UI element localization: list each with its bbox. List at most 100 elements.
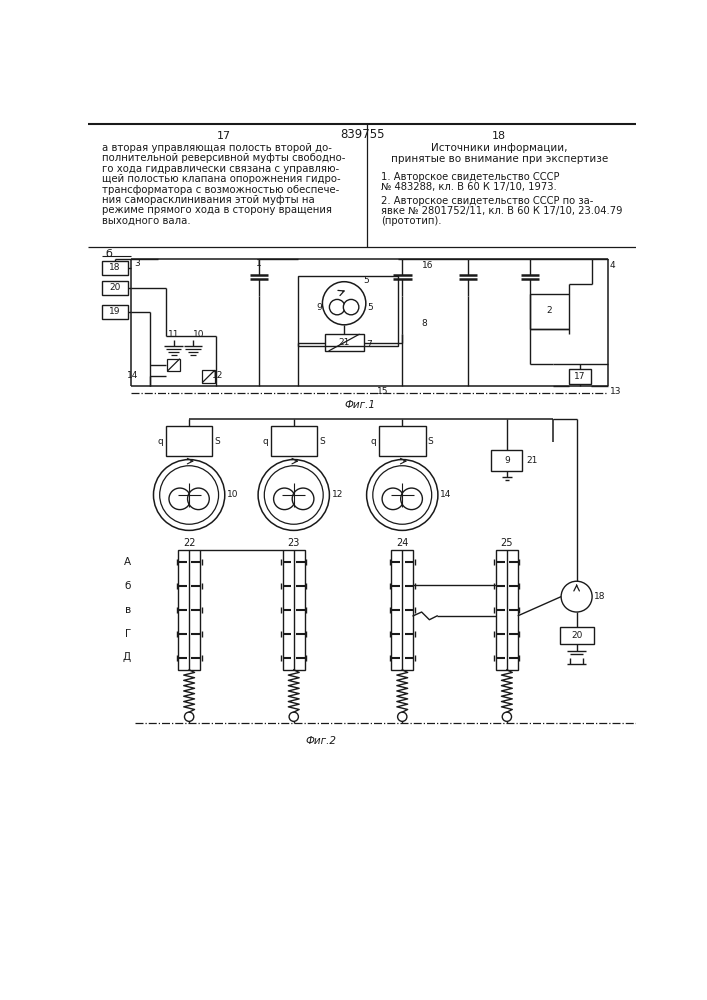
Text: 24: 24 [396, 538, 409, 548]
Text: б: б [124, 581, 131, 591]
Text: а вторая управляющая полость второй до-: а вторая управляющая полость второй до- [103, 143, 332, 153]
Text: 21: 21 [526, 456, 537, 465]
Bar [168, 359, 180, 371]
Text: 21: 21 [339, 338, 350, 347]
Text: явке № 2801752/11, кл. В 60 К 17/10, 23.04.79: явке № 2801752/11, кл. В 60 К 17/10, 23.… [381, 206, 623, 216]
Circle shape [258, 460, 329, 530]
Bar [202, 370, 215, 383]
Text: 13: 13 [610, 387, 621, 396]
Text: 20: 20 [571, 631, 583, 640]
Text: q: q [371, 437, 377, 446]
Text: режиме прямого хода в сторону вращения: режиме прямого хода в сторону вращения [103, 205, 332, 215]
Text: 17: 17 [217, 131, 231, 141]
Text: 15: 15 [377, 387, 389, 396]
Text: 11: 11 [168, 330, 180, 339]
Bar [271, 426, 317, 456]
Circle shape [502, 712, 512, 721]
Bar [166, 426, 212, 456]
Text: 3: 3 [134, 259, 140, 268]
Bar [103, 281, 128, 295]
Circle shape [382, 488, 404, 510]
Text: 4: 4 [610, 261, 616, 270]
Text: S: S [428, 437, 433, 446]
Bar [298, 276, 398, 346]
Circle shape [401, 488, 422, 510]
Text: 19: 19 [109, 307, 120, 316]
Bar [283, 550, 305, 670]
Bar [392, 550, 413, 670]
Bar [491, 450, 522, 471]
Text: Д: Д [123, 652, 131, 662]
Circle shape [289, 712, 298, 721]
Text: 12: 12 [212, 371, 223, 380]
Text: 1. Авторское свидетельство СССР: 1. Авторское свидетельство СССР [381, 172, 560, 182]
Text: 16: 16 [421, 261, 433, 270]
Text: 18: 18 [594, 592, 605, 601]
Circle shape [274, 488, 296, 510]
Text: щей полостью клапана опорожнения гидро-: щей полостью клапана опорожнения гидро- [103, 174, 341, 184]
Bar [178, 550, 200, 670]
Circle shape [292, 488, 314, 510]
Text: 1: 1 [256, 259, 262, 268]
Bar [569, 369, 590, 384]
Text: 5: 5 [368, 303, 373, 312]
Text: (прототип).: (прототип). [381, 216, 442, 226]
Text: 20: 20 [109, 283, 120, 292]
Text: S: S [215, 437, 221, 446]
Text: 10: 10 [227, 490, 238, 499]
Text: № 483288, кл. В 60 К 17/10, 1973.: № 483288, кл. В 60 К 17/10, 1973. [381, 182, 557, 192]
Text: го хода гидравлически связана с управляю-: го хода гидравлически связана с управляю… [103, 164, 339, 174]
Circle shape [322, 282, 366, 325]
Text: выходного вала.: выходного вала. [103, 216, 191, 226]
Text: в: в [124, 605, 131, 615]
Bar [103, 305, 128, 319]
Text: 12: 12 [332, 490, 343, 499]
Text: 9: 9 [317, 303, 322, 312]
Text: 22: 22 [183, 538, 195, 548]
Text: 14: 14 [127, 371, 139, 380]
Text: трансформатора с возможностью обеспече-: трансформатора с возможностью обеспече- [103, 185, 339, 195]
Text: Фиг.1: Фиг.1 [344, 400, 375, 410]
Text: q: q [158, 437, 163, 446]
Text: 2: 2 [547, 306, 552, 315]
Circle shape [329, 299, 345, 315]
Text: полнительной реверсивной муфты свободно-: полнительной реверсивной муфты свободно- [103, 153, 346, 163]
Circle shape [367, 460, 438, 530]
Circle shape [153, 460, 225, 530]
Text: 839755: 839755 [341, 128, 385, 141]
Text: q: q [262, 437, 268, 446]
Text: 23: 23 [288, 538, 300, 548]
Text: А: А [124, 557, 131, 567]
Text: 18: 18 [492, 131, 506, 141]
Text: б: б [105, 249, 112, 259]
Circle shape [264, 466, 323, 524]
Circle shape [561, 581, 592, 612]
Circle shape [160, 466, 218, 524]
Bar [496, 550, 518, 670]
Text: 8: 8 [421, 319, 427, 328]
Text: 2. Авторское свидетельство СССР по за-: 2. Авторское свидетельство СССР по за- [381, 196, 594, 206]
Bar [379, 426, 426, 456]
Circle shape [373, 466, 432, 524]
Circle shape [169, 488, 191, 510]
Circle shape [344, 299, 359, 315]
Text: принятые во внимание при экспертизе: принятые во внимание при экспертизе [390, 154, 608, 164]
Circle shape [397, 712, 407, 721]
Bar [325, 334, 363, 351]
Text: 9: 9 [504, 456, 510, 465]
Text: Фиг.2: Фиг.2 [305, 736, 337, 746]
Text: 5: 5 [363, 276, 369, 285]
Text: Г: Г [124, 629, 131, 639]
Bar [530, 294, 569, 329]
Text: 14: 14 [440, 490, 452, 499]
Text: Источники информации,: Источники информации, [431, 143, 568, 153]
Text: 18: 18 [109, 263, 120, 272]
Bar [103, 261, 128, 275]
Text: 10: 10 [193, 330, 204, 339]
Text: 7: 7 [366, 340, 372, 349]
Circle shape [187, 488, 209, 510]
Bar [559, 627, 594, 644]
Text: ния саморасклинивания этой муфты на: ния саморасклинивания этой муфты на [103, 195, 315, 205]
Text: S: S [320, 437, 325, 446]
Circle shape [185, 712, 194, 721]
